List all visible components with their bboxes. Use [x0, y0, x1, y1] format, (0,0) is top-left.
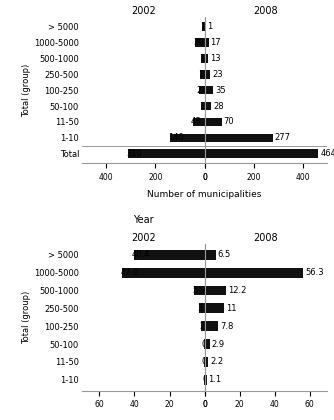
Text: 6.5: 6.5: [218, 250, 231, 259]
Text: 3.3: 3.3: [197, 304, 210, 313]
Bar: [203, 357, 204, 367]
Text: 40.4: 40.4: [132, 250, 150, 259]
Bar: [204, 375, 206, 385]
Bar: [203, 339, 204, 349]
Bar: [204, 150, 319, 158]
Text: 17: 17: [211, 38, 221, 47]
Title: 2008: 2008: [254, 6, 278, 16]
Bar: [204, 339, 210, 349]
Bar: [204, 268, 303, 278]
Text: 0.6: 0.6: [202, 340, 215, 349]
Bar: [194, 286, 204, 295]
Text: 11: 11: [226, 304, 236, 313]
Bar: [204, 118, 222, 126]
Bar: [122, 268, 204, 278]
Bar: [204, 38, 209, 47]
Text: 39: 39: [193, 38, 204, 47]
Text: 10: 10: [200, 22, 211, 31]
Text: 16: 16: [199, 54, 209, 63]
Text: 12.2: 12.2: [228, 286, 246, 295]
Text: 0.2: 0.2: [202, 375, 215, 384]
Text: 464: 464: [320, 150, 334, 158]
Y-axis label: Total (group): Total (group): [22, 291, 31, 344]
Bar: [199, 86, 204, 94]
Text: Year: Year: [133, 215, 154, 225]
Text: 2.9: 2.9: [211, 340, 225, 349]
Text: 5.9: 5.9: [192, 286, 205, 295]
Bar: [170, 134, 204, 142]
Text: 277: 277: [275, 134, 291, 142]
Bar: [202, 22, 204, 31]
Bar: [134, 250, 204, 260]
Bar: [199, 304, 204, 313]
Text: 70: 70: [223, 118, 234, 126]
Bar: [201, 321, 204, 331]
Title: 2002: 2002: [131, 233, 156, 243]
Text: 7.8: 7.8: [220, 322, 233, 331]
Text: 56.3: 56.3: [305, 268, 324, 277]
Bar: [204, 70, 210, 79]
Bar: [193, 118, 204, 126]
Title: 2008: 2008: [254, 233, 278, 243]
Text: Number of municipalities: Number of municipalities: [147, 190, 262, 199]
Text: 0.6: 0.6: [202, 357, 215, 367]
Text: 23: 23: [212, 70, 223, 79]
Bar: [204, 54, 208, 63]
Text: 15: 15: [199, 102, 209, 110]
Text: 47.0: 47.0: [120, 268, 139, 277]
Text: 13: 13: [210, 54, 220, 63]
Bar: [195, 38, 204, 47]
Bar: [204, 86, 213, 94]
Text: 18: 18: [198, 70, 209, 79]
Text: 1: 1: [207, 22, 212, 31]
Text: 1.1: 1.1: [208, 375, 221, 384]
Bar: [129, 150, 204, 158]
Bar: [204, 102, 211, 110]
Bar: [204, 286, 226, 295]
Text: 140: 140: [168, 134, 184, 142]
Text: 2.2: 2.2: [210, 357, 223, 367]
Text: 35: 35: [215, 86, 226, 94]
Y-axis label: Total (group): Total (group): [22, 63, 31, 117]
Bar: [204, 304, 224, 313]
Bar: [201, 54, 204, 63]
Text: 2: 2: [199, 322, 204, 331]
Bar: [204, 134, 273, 142]
Bar: [204, 321, 218, 331]
Text: 310: 310: [127, 150, 143, 158]
Text: 28: 28: [213, 102, 224, 110]
Text: 48: 48: [191, 118, 202, 126]
Bar: [204, 250, 216, 260]
Bar: [201, 102, 204, 110]
Bar: [204, 357, 208, 367]
Bar: [200, 70, 204, 79]
Title: 2002: 2002: [131, 6, 156, 16]
Text: 24: 24: [197, 86, 207, 94]
